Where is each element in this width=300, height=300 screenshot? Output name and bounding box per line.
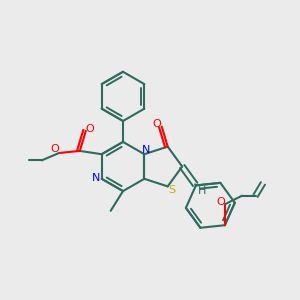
Text: O: O [51, 144, 59, 154]
Text: O: O [153, 119, 162, 129]
Text: O: O [216, 197, 225, 207]
Text: O: O [85, 124, 94, 134]
Text: N: N [92, 173, 100, 183]
Text: N: N [142, 145, 150, 155]
Text: H: H [198, 186, 206, 196]
Text: S: S [168, 185, 175, 195]
